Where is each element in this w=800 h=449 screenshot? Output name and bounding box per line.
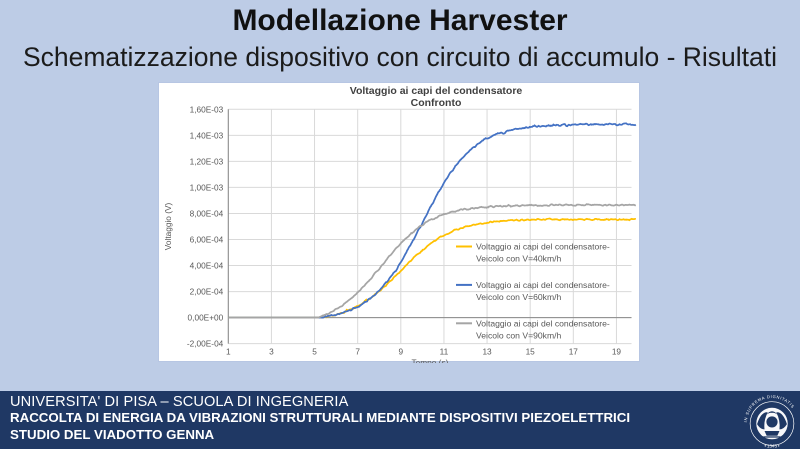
svg-text:Voltaggio ai capi del condensa: Voltaggio ai capi del condensatore- <box>476 280 610 290</box>
svg-text:19: 19 <box>612 347 622 357</box>
svg-text:9: 9 <box>398 347 403 357</box>
svg-text:1,00E-03: 1,00E-03 <box>190 182 224 192</box>
svg-text:-2,00E-04: -2,00E-04 <box>187 339 224 349</box>
svg-text:Veicolo con V=90km/h: Veicolo con V=90km/h <box>476 330 561 340</box>
svg-text:2,00E-04: 2,00E-04 <box>190 287 224 297</box>
svg-text:1,20E-03: 1,20E-03 <box>190 156 224 166</box>
svg-text:6,00E-04: 6,00E-04 <box>190 234 224 244</box>
svg-text:1,60E-03: 1,60E-03 <box>190 104 224 114</box>
svg-text:Voltaggio ai capi del condensa: Voltaggio ai capi del condensatore- <box>476 242 610 252</box>
svg-text:3: 3 <box>269 347 274 357</box>
svg-text:Voltaggio (V): Voltaggio (V) <box>163 202 173 250</box>
svg-text:0,00E+00: 0,00E+00 <box>188 313 224 323</box>
svg-text:Veicolo con V=40km/h: Veicolo con V=40km/h <box>476 254 561 264</box>
svg-text:17: 17 <box>569 347 579 357</box>
svg-text:8,00E-04: 8,00E-04 <box>190 208 224 218</box>
svg-text:15: 15 <box>526 347 536 357</box>
svg-text:Voltaggio ai capi del condensa: Voltaggio ai capi del condensatore <box>350 85 523 97</box>
svg-text:13: 13 <box>482 347 492 357</box>
svg-text:5: 5 <box>312 347 317 357</box>
svg-text:7: 7 <box>355 347 360 357</box>
svg-text:• 1343 •: • 1343 • <box>764 444 779 449</box>
svg-text:1,40E-03: 1,40E-03 <box>190 130 224 140</box>
svg-text:Voltaggio ai capi del condensa: Voltaggio ai capi del condensatore- <box>476 318 610 328</box>
svg-text:4,00E-04: 4,00E-04 <box>190 261 224 271</box>
svg-text:11: 11 <box>440 347 449 357</box>
svg-text:Confronto: Confronto <box>411 97 462 109</box>
svg-text:1: 1 <box>226 347 231 357</box>
svg-text:Tempo (s): Tempo (s) <box>411 358 448 363</box>
svg-text:Veicolo con V=60km/h: Veicolo con V=60km/h <box>476 292 561 302</box>
